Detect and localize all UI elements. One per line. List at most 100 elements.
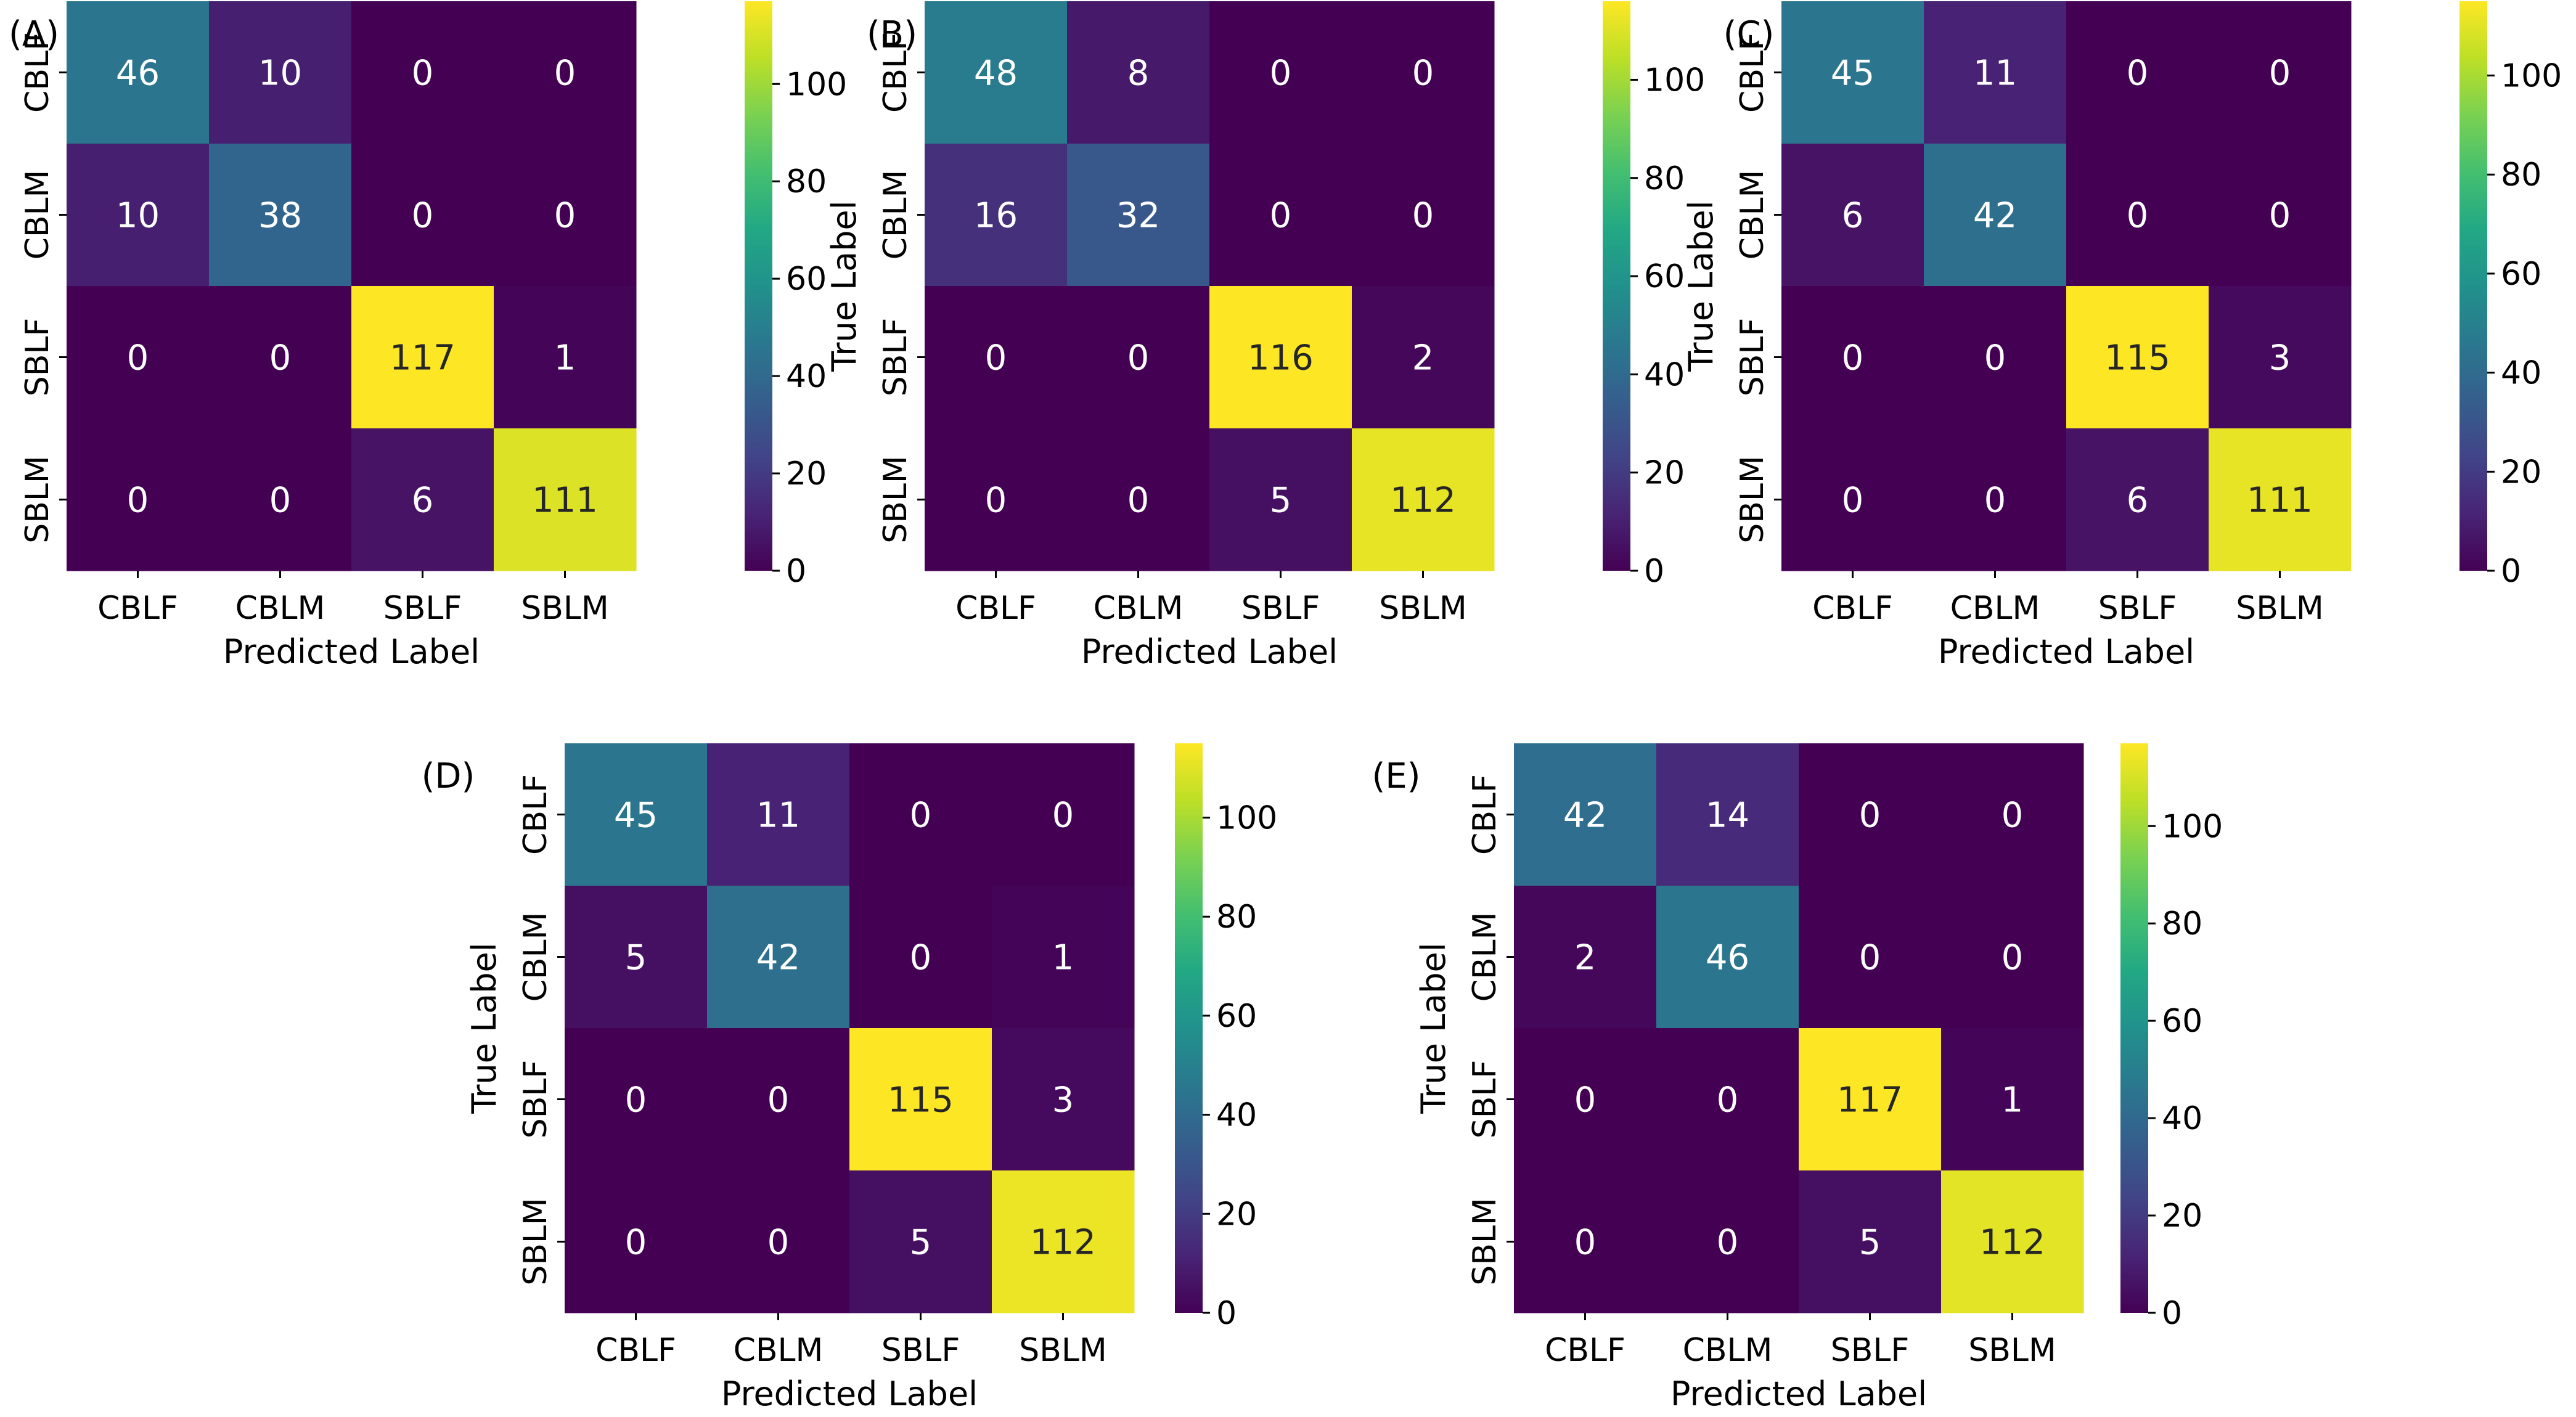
cell-value-label: 45 [614, 796, 658, 836]
cell-value-label: 0 [1574, 1080, 1597, 1121]
cell-value-label: 5 [1859, 1223, 1881, 1263]
y-tick-label: SBLM [1734, 455, 1771, 544]
heatmap-cell [925, 286, 1068, 429]
panel-label: (B) [867, 14, 917, 54]
colorbar-tick-label: 0 [1216, 1295, 1237, 1332]
panel-label: (C) [1723, 14, 1775, 54]
cell-value-label: 0 [1412, 196, 1434, 236]
colorbar-tick-label: 0 [1644, 553, 1664, 590]
colorbar-tick-label: 80 [1644, 160, 1685, 197]
heatmap-cell [992, 1170, 1135, 1313]
y-tick-label: CBLF [1734, 32, 1771, 113]
x-tick-label: CBLF [955, 590, 1036, 627]
colorbar-tick-label: 20 [1644, 455, 1685, 492]
heatmap-cell [1209, 144, 1352, 287]
heatmap-cell [925, 144, 1068, 287]
cell-value-label: 0 [412, 54, 434, 94]
heatmap-cell [849, 743, 992, 886]
heatmap-cell [1941, 1170, 2084, 1313]
cell-value-label: 46 [116, 54, 160, 94]
x-tick-label: SBLM [1379, 590, 1467, 627]
heatmap-cell [1352, 286, 1495, 429]
x-tick-label: CBLF [1812, 590, 1893, 627]
heatmap-cell [1514, 1028, 1657, 1171]
heatmap-cell [1781, 144, 1924, 287]
cell-value-label: 2 [1574, 938, 1597, 978]
heatmap-cell [1781, 1, 1924, 144]
colorbar-tick-label: 60 [786, 261, 827, 298]
y-tick-label: CBLM [1734, 170, 1771, 260]
heatmap-cell [351, 428, 494, 571]
colorbar-tick-label: 100 [1216, 800, 1277, 837]
colorbar-tick-label: 80 [2162, 905, 2202, 942]
x-tick-label: SBLM [1019, 1332, 1107, 1369]
colorbar [745, 1, 772, 571]
x-tick-label: SBLF [2098, 590, 2177, 627]
y-tick-label: SBLM [877, 455, 914, 544]
cell-value-label: 45 [1831, 54, 1875, 94]
cell-value-label: 0 [1127, 338, 1150, 378]
cell-value-label: 6 [2127, 481, 2149, 521]
heatmap-cell [67, 428, 210, 571]
x-tick-label: SBLF [1831, 1332, 1910, 1369]
cell-value-label: 0 [767, 1080, 790, 1121]
heatmap-cell [849, 886, 992, 1029]
colorbar-tick-label: 40 [1644, 356, 1685, 393]
heatmap-cell [1352, 428, 1495, 571]
y-axis-label: True Label [1414, 942, 1453, 1114]
x-tick-label: SBLF [1241, 590, 1320, 627]
heatmap-cell [1924, 428, 2067, 571]
colorbar-tick-label: 80 [786, 163, 827, 200]
y-tick-label: CBLM [517, 912, 554, 1002]
cell-value-label: 0 [910, 796, 932, 836]
colorbar-tick-label: 40 [786, 358, 827, 395]
cell-value-label: 6 [412, 481, 434, 521]
cell-value-label: 3 [1052, 1080, 1074, 1121]
cell-value-label: 115 [2104, 338, 2170, 378]
colorbar [1603, 1, 1630, 571]
heatmap-cell [494, 144, 637, 287]
colorbar [2459, 1, 2487, 571]
heatmap-cell [1941, 743, 2084, 886]
cell-value-label: 0 [1842, 338, 1864, 378]
cell-value-label: 0 [554, 54, 576, 94]
cell-value-label: 0 [625, 1080, 647, 1121]
heatmap-cell [565, 1028, 708, 1171]
cell-value-label: 8 [1127, 54, 1150, 94]
colorbar-tick-label: 100 [2501, 58, 2562, 95]
heatmap-cell [1067, 1, 1210, 144]
heatmap-cell [1514, 886, 1657, 1029]
y-tick-label: CBLM [19, 170, 56, 260]
heatmap-cell [1656, 886, 1799, 1029]
heatmap-cell [707, 1170, 850, 1313]
y-tick-label: SBLM [19, 455, 56, 544]
colorbar-tick-label: 20 [2162, 1198, 2202, 1235]
cell-value-label: 38 [258, 196, 302, 236]
colorbar-tick-label: 40 [1216, 1097, 1257, 1134]
cell-value-label: 0 [412, 196, 434, 236]
heatmap-cell [992, 743, 1135, 886]
cell-value-label: 1 [554, 338, 576, 378]
cell-value-label: 112 [1979, 1223, 2045, 1263]
heatmap-cell [1924, 286, 2067, 429]
y-axis-label: True Label [825, 200, 864, 372]
cell-value-label: 0 [1842, 481, 1864, 521]
x-axis-label: Predicted Label [1670, 1374, 1927, 1413]
y-tick-label: CBLM [1466, 912, 1503, 1002]
cell-value-label: 48 [974, 54, 1018, 94]
cell-value-label: 0 [1052, 796, 1074, 836]
heatmap-cell [565, 886, 708, 1029]
cell-value-label: 42 [1973, 196, 2017, 236]
y-tick-label: SBLF [1734, 318, 1771, 397]
heatmap-cell [1799, 1170, 1942, 1313]
colorbar-tick-label: 60 [2162, 1003, 2202, 1040]
heatmap-cell [1656, 743, 1799, 886]
heatmap-cell [209, 428, 352, 571]
heatmap-cell [1781, 428, 1924, 571]
heatmap-cell [209, 144, 352, 287]
heatmap-cell [565, 743, 708, 886]
heatmap-cell [67, 1, 210, 144]
colorbar-tick-label: 40 [2501, 355, 2541, 392]
cell-value-label: 10 [258, 54, 302, 94]
cell-value-label: 16 [974, 196, 1018, 236]
